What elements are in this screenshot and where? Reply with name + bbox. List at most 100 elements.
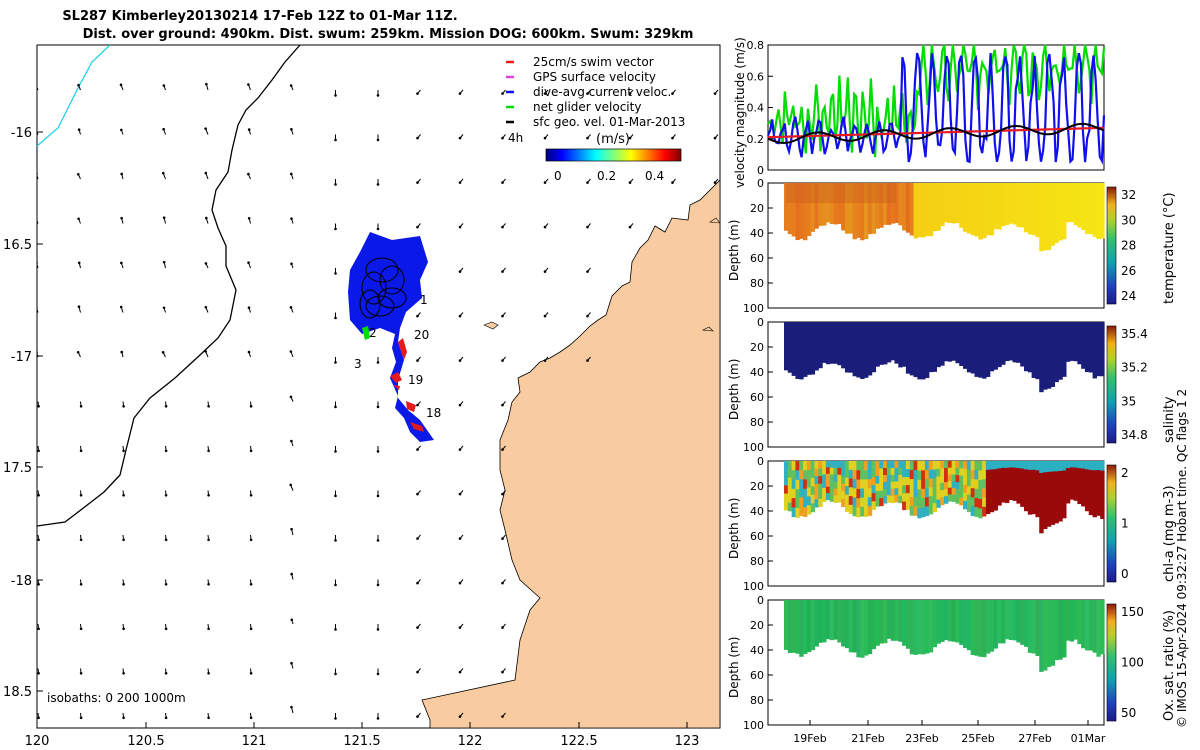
profile-cell xyxy=(1039,322,1044,393)
profile-cell xyxy=(852,461,857,471)
profile-cell xyxy=(1001,481,1006,489)
profile-cell xyxy=(1035,183,1040,238)
profile-cell xyxy=(982,497,987,508)
arrow-head xyxy=(334,138,337,142)
colorbar-tick-label: 1 xyxy=(1121,517,1129,531)
profile-cell xyxy=(959,497,964,506)
profile-cell xyxy=(1050,461,1056,473)
profile-cell xyxy=(1096,497,1101,507)
profile-cell xyxy=(1069,183,1075,223)
lat-tick-label: -18 xyxy=(11,574,32,589)
profile-cell xyxy=(806,322,812,375)
profile-cell xyxy=(1035,507,1040,518)
colorbar-tick-label: 100 xyxy=(1121,656,1144,670)
profile-cell xyxy=(959,461,964,469)
profile-cell xyxy=(924,506,930,516)
profile-cell xyxy=(909,461,915,471)
profile-cell xyxy=(917,479,922,490)
arrow-head xyxy=(416,225,419,229)
map-axes: 120 120.5 121 121.5 122 122.5 123-1616.5-1717.… xyxy=(3,126,699,749)
arrow-head xyxy=(290,217,293,220)
profile-cell xyxy=(879,183,884,228)
profile-cell xyxy=(951,467,957,475)
profile-cell xyxy=(886,183,892,225)
arrow-head xyxy=(37,716,40,720)
profile-cell xyxy=(1031,478,1037,488)
profile-panel: 0 20 40 60 80 100 Depth (m) 32 30 28 26 24 temperatu… xyxy=(727,177,1177,315)
velocity-tick-label: 0.6 xyxy=(747,70,765,83)
arrow-head xyxy=(416,626,419,629)
profile-cell xyxy=(905,501,911,510)
arrow-head xyxy=(164,405,168,408)
profile-cell xyxy=(1073,474,1078,482)
profile-cell xyxy=(890,461,896,469)
profile-cell xyxy=(1020,600,1025,645)
arrow-head xyxy=(501,225,504,229)
profile-cell xyxy=(951,183,957,224)
profile-cell xyxy=(1016,482,1021,490)
profile-cell xyxy=(860,322,865,379)
arrow-head xyxy=(207,583,210,586)
arrow-head xyxy=(122,583,125,586)
profile-cell xyxy=(1004,322,1010,362)
profile-cell xyxy=(822,494,827,502)
profile-cell xyxy=(803,497,808,508)
arrow-head xyxy=(416,670,419,674)
profile-cell xyxy=(1027,478,1033,489)
profile-cell xyxy=(1012,600,1017,641)
profile-cell xyxy=(810,600,816,651)
profile-cell xyxy=(784,469,789,478)
profile-cell xyxy=(1088,478,1094,489)
arrow-head xyxy=(79,583,83,586)
profile-cell xyxy=(905,493,911,502)
panel-colorbar xyxy=(1106,603,1117,722)
lon-tick-label: 123 xyxy=(675,734,700,749)
profile-cell xyxy=(932,461,937,470)
profile-cell xyxy=(997,322,1002,368)
glider-track-current xyxy=(348,232,434,442)
profile-cell xyxy=(803,461,808,471)
arrow-head xyxy=(334,227,337,231)
arrow-head xyxy=(543,314,547,318)
profile-cell xyxy=(1039,484,1044,498)
colorbar-tick-label: 30 xyxy=(1121,213,1136,227)
profile-cell xyxy=(1100,499,1105,510)
profile-cell xyxy=(837,600,842,643)
profile-cell xyxy=(787,469,793,479)
profile-panel: 0 20 40 60 80 100 Depth (m) 2 1 0 chl-a (mg m-3) xyxy=(727,455,1177,593)
profile-cell xyxy=(879,461,884,469)
colorbar-tick-label: 26 xyxy=(1121,264,1136,278)
profile-cell xyxy=(917,322,922,380)
profile-cell xyxy=(803,507,808,517)
profile-cell xyxy=(806,496,812,506)
profile-cell xyxy=(844,322,850,373)
profile-cell xyxy=(795,600,800,654)
arrow-head xyxy=(543,270,547,273)
profile-cell xyxy=(974,470,979,480)
profile-cell xyxy=(1001,495,1006,503)
arrow-head xyxy=(376,183,380,186)
profile-cell xyxy=(974,479,979,490)
arrow-head xyxy=(79,494,83,497)
day-label: 2 xyxy=(369,326,377,340)
arrow-head xyxy=(37,449,40,453)
depth-tick-label: 40 xyxy=(750,366,764,379)
arrow-head xyxy=(501,715,504,718)
arrow-head xyxy=(713,92,717,95)
profile-cell xyxy=(970,183,976,236)
profile-cell xyxy=(833,183,838,225)
profile-cell xyxy=(982,479,987,489)
profile-cell xyxy=(825,600,831,640)
profile-cell xyxy=(1020,498,1025,507)
arrow-head xyxy=(37,583,40,586)
profile-cell xyxy=(833,495,838,503)
profile-cell xyxy=(1043,494,1048,507)
profile-cell xyxy=(970,479,976,489)
arrow-head xyxy=(164,583,168,586)
profile-cell xyxy=(1084,461,1090,470)
day-label: 19 xyxy=(408,373,423,387)
profile-cell xyxy=(978,479,983,490)
profile-cell xyxy=(860,470,865,480)
